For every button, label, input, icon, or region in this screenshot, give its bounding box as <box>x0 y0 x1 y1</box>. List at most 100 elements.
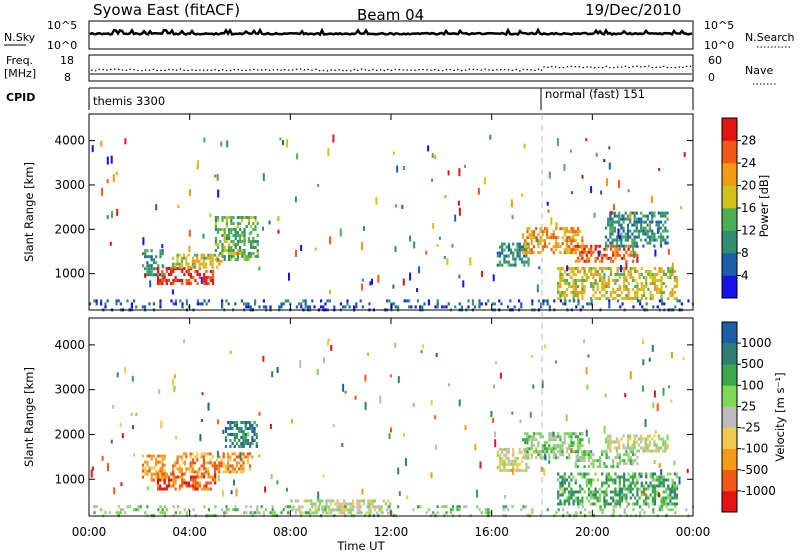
echo-cell <box>342 383 345 392</box>
echo-cell <box>507 450 510 454</box>
echo-cell <box>565 230 569 234</box>
echo-cell <box>196 270 199 273</box>
echo-cell <box>648 222 651 228</box>
echo-cell <box>574 291 577 294</box>
echo-cell <box>612 499 615 503</box>
echo-cell <box>234 243 237 246</box>
echo-cell <box>165 484 168 488</box>
echo-cell <box>159 478 162 482</box>
echo-cell <box>614 487 617 491</box>
echo-cell <box>161 270 164 273</box>
echo-cell <box>397 467 400 475</box>
echo-cell <box>503 242 506 246</box>
echo-cell <box>252 252 255 255</box>
echo-cell <box>613 220 616 224</box>
echo-cell <box>141 252 145 256</box>
echo-cell <box>495 361 497 365</box>
echo-cell <box>577 299 580 303</box>
echo-cell <box>572 273 575 276</box>
echo-cell <box>639 505 642 509</box>
echo-cell <box>356 505 359 509</box>
echo-cell <box>181 472 184 476</box>
echo-cell <box>146 261 149 265</box>
echo-cell <box>358 502 361 506</box>
echo-cell <box>568 481 571 485</box>
echo-cell <box>300 245 303 251</box>
echo-cell <box>165 472 168 476</box>
echo-cell <box>526 435 529 439</box>
echo-cell <box>675 276 679 279</box>
echo-cell <box>646 229 649 233</box>
echo-cell <box>574 499 577 503</box>
echo-cell <box>339 228 342 237</box>
echo-cell <box>222 470 225 474</box>
echo-cell <box>603 505 606 509</box>
echo-cell <box>541 450 544 454</box>
echo-cell <box>187 484 190 488</box>
echo-cell <box>230 222 233 225</box>
echo-cell <box>159 511 162 515</box>
echo-cell <box>203 505 206 509</box>
echo-cell <box>394 342 397 348</box>
echo-cell <box>236 249 239 252</box>
echo-cell <box>645 496 648 500</box>
echo-cell <box>223 258 226 261</box>
echo-cell <box>211 253 214 257</box>
echo-cell <box>631 223 634 227</box>
echo-cell <box>579 472 582 476</box>
echo-cell <box>583 465 586 469</box>
echo-cell <box>503 248 506 252</box>
echo-cell <box>198 276 201 279</box>
echo-cell <box>317 505 320 509</box>
echo-cell <box>548 438 551 442</box>
echo-cell <box>130 302 133 306</box>
echo-cell <box>612 465 615 469</box>
echo-cell <box>585 273 588 276</box>
echo-cell <box>516 254 519 258</box>
echo-cell <box>161 252 164 256</box>
echo-cell <box>660 478 663 482</box>
echo-cell <box>561 484 564 488</box>
echo-cell <box>183 273 186 276</box>
echo-cell <box>618 443 621 447</box>
echo-cell <box>562 487 564 493</box>
echo-cell <box>627 189 630 193</box>
echo-cell <box>530 233 533 237</box>
echo-cell <box>609 241 612 245</box>
echo-cell <box>187 273 190 276</box>
echo-cell <box>211 265 214 269</box>
echo-cell <box>620 265 622 273</box>
echo-cell <box>141 463 145 467</box>
echo-cell <box>607 437 610 441</box>
colorbar-segment <box>722 230 737 254</box>
echo-cell <box>228 243 231 246</box>
echo-cell <box>224 430 228 433</box>
echo-cell <box>603 253 606 257</box>
echo-cell <box>324 508 327 512</box>
echo-cell <box>579 432 582 436</box>
echo-cell <box>579 438 582 442</box>
echo-cell <box>605 247 608 251</box>
echo-cell <box>528 248 531 252</box>
xtick-label: 20:00 <box>575 525 610 539</box>
echo-cell <box>509 299 512 303</box>
echo-cell <box>166 508 169 512</box>
echo-cell <box>172 464 175 468</box>
echo-cell <box>565 273 569 276</box>
echo-cell <box>631 232 634 236</box>
echo-cell <box>592 273 595 276</box>
echo-cell <box>189 282 193 285</box>
echo-cell <box>435 353 438 357</box>
echo-cell <box>505 450 508 454</box>
echo-cell <box>559 227 562 231</box>
echo-cell <box>586 302 589 306</box>
echo-cell <box>537 245 540 249</box>
echo-cell <box>596 285 599 288</box>
echo-cell <box>230 219 233 222</box>
echo-cell <box>639 299 642 303</box>
echo-cell <box>507 468 510 472</box>
echo-cell <box>236 258 239 261</box>
echo-cell <box>389 508 392 512</box>
echo-cell <box>683 152 686 158</box>
echo-cell <box>629 481 632 485</box>
